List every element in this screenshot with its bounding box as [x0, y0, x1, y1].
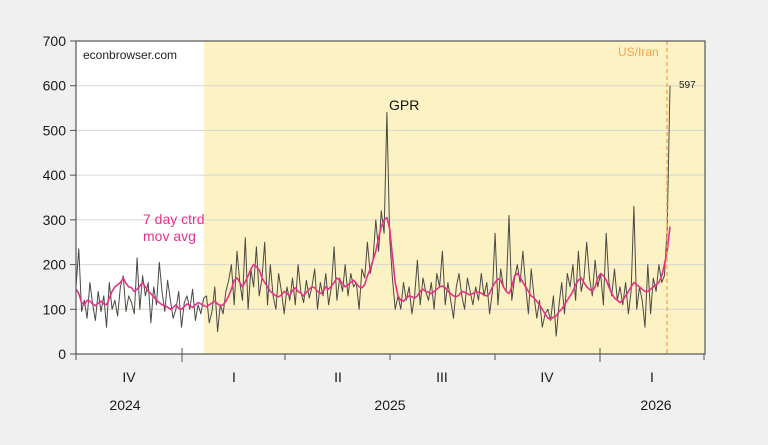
y-tick-label: 600: [43, 78, 67, 94]
event-label: US/Iran: [618, 45, 659, 59]
x-axis-ticks: [75, 348, 705, 362]
y-tick-label: 500: [43, 122, 67, 138]
y-axis: 0 100 200 300 400 500 600 700: [43, 33, 76, 362]
y-tick-label: 700: [43, 33, 67, 49]
quarter-label: IV: [540, 369, 554, 385]
y-tick-label: 0: [58, 346, 66, 362]
peak-value-label: 597: [679, 80, 696, 91]
y-tick-label: 300: [43, 212, 67, 228]
year-label: 2026: [640, 397, 671, 413]
quarter-label: III: [436, 369, 448, 385]
moving-average-line: [75, 216, 671, 320]
gpr-label: GPR: [389, 97, 419, 113]
y-tick-label: 100: [43, 301, 67, 317]
quarter-label: II: [334, 369, 342, 385]
year-label: 2024: [109, 397, 140, 413]
ma-label-line1: 7 day ctrd: [143, 211, 204, 227]
year-label: 2025: [374, 397, 405, 413]
ma-label-line2: mov avg: [143, 228, 196, 244]
y-tick-label: 200: [43, 257, 67, 273]
quarter-label: I: [232, 369, 236, 385]
quarter-label: I: [650, 369, 654, 385]
y-tick-label: 400: [43, 167, 67, 183]
watermark: econbrowser.com: [83, 48, 177, 62]
quarter-label: IV: [122, 369, 136, 385]
